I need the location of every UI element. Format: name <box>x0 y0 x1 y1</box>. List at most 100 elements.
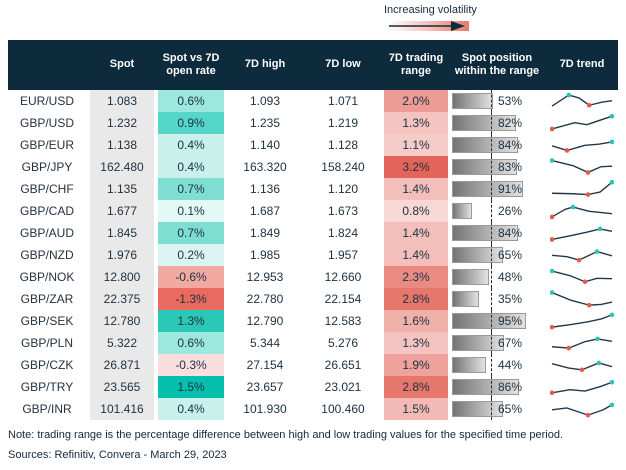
midpoint-dashed-line <box>491 288 492 310</box>
position-bar <box>452 335 504 351</box>
7d-low-value: 23.021 <box>324 380 362 394</box>
midpoint-dashed-line <box>491 310 492 332</box>
increasing-volatility-arrow-icon <box>387 19 473 31</box>
7d-low-value: 1.957 <box>327 248 359 262</box>
position-percent-label: 82% <box>498 116 523 130</box>
currency-pair-label: GBP/SEK <box>20 314 74 328</box>
position-percent-label: 48% <box>498 270 523 284</box>
currency-pair-label: GBP/PLN <box>20 336 74 350</box>
trading-range-cell: 1.5% <box>384 398 448 420</box>
spot-position-cell: 84% <box>452 222 542 244</box>
table-row: GBP/ZAR 22.375 -1.3% 22.780 22.154 2.8% … <box>8 288 618 310</box>
position-bar <box>452 269 489 285</box>
position-percent-label: 67% <box>498 336 523 350</box>
7d-low-value: 12.660 <box>324 270 362 284</box>
currency-pair-label: EUR/USD <box>19 94 74 108</box>
table-row: GBP/TRY 23.565 1.5% 23.657 23.021 2.8% 8… <box>8 376 618 398</box>
trend-sparkline <box>546 376 618 398</box>
7d-high-value: 1.136 <box>249 182 281 196</box>
position-percent-label: 53% <box>498 94 523 108</box>
spot-position-cell: 35% <box>452 288 542 310</box>
trend-sparkline <box>546 178 618 200</box>
spot-value: 1.677 <box>90 200 154 222</box>
currency-pair-label: GBP/NZD <box>20 248 74 262</box>
position-bar <box>452 159 517 175</box>
sources-line: Sources: Refinitiv, Convera - March 29, … <box>8 449 227 461</box>
table-row: GBP/JPY 162.480 0.4% 163.320 158.240 3.2… <box>8 156 618 178</box>
midpoint-dashed-line <box>491 112 492 134</box>
position-bar <box>452 181 523 197</box>
position-bar <box>452 313 526 329</box>
currency-pair-label: GBP/NOK <box>19 270 75 284</box>
header-7d-trading-range: 7D trading range <box>388 51 444 77</box>
spot-vs-open-cell: 0.6% <box>158 332 224 354</box>
spot-vs-open-cell: 0.1% <box>158 200 224 222</box>
spot-vs-open-cell: 0.4% <box>158 134 224 156</box>
position-percent-label: 83% <box>498 160 523 174</box>
position-percent-label: 84% <box>498 138 523 152</box>
spot-value: 23.565 <box>90 376 154 398</box>
midpoint-dashed-line <box>491 398 492 420</box>
currency-pair-label: GBP/EUR <box>19 138 74 152</box>
trading-range-cell: 1.3% <box>384 332 448 354</box>
spot-position-cell: 44% <box>452 354 542 376</box>
currency-pair-label: GBP/ZAR <box>20 292 74 306</box>
spot-position-cell: 82% <box>452 112 542 134</box>
table-row: GBP/CHF 1.135 0.7% 1.136 1.120 1.4% 91% <box>8 178 618 200</box>
position-percent-label: 86% <box>498 380 523 394</box>
7d-high-value: 5.344 <box>249 336 281 350</box>
spot-vs-open-cell: 1.5% <box>158 376 224 398</box>
trading-range-cell: 2.0% <box>384 90 448 112</box>
currency-pair-label: GBP/USD <box>19 116 74 130</box>
currency-pair-label: GBP/CAD <box>19 204 74 218</box>
trend-sparkline <box>546 244 618 266</box>
position-bar <box>452 137 518 153</box>
currency-pair-label: GBP/AUD <box>19 226 74 240</box>
trading-range-cell: 1.1% <box>384 134 448 156</box>
position-bar <box>452 379 519 395</box>
trading-range-cell: 1.4% <box>384 178 448 200</box>
position-percent-label: 65% <box>498 402 523 416</box>
header-7d-low: 7D low <box>325 58 361 71</box>
trading-range-cell: 2.8% <box>384 288 448 310</box>
spot-vs-open-cell: 0.4% <box>158 398 224 420</box>
midpoint-dashed-line <box>491 134 492 156</box>
7d-high-value: 1.140 <box>249 138 281 152</box>
spot-value: 12.800 <box>90 266 154 288</box>
spot-position-cell: 65% <box>452 398 542 420</box>
trend-sparkline <box>546 266 618 288</box>
footnote: Note: trading range is the percentage di… <box>8 429 564 441</box>
7d-low-value: 100.460 <box>321 402 365 416</box>
spot-value: 1.135 <box>90 178 154 200</box>
spot-value: 1.138 <box>90 134 154 156</box>
midpoint-dashed-line <box>491 244 492 266</box>
7d-high-value: 23.657 <box>246 380 284 394</box>
7d-high-value: 1.093 <box>249 94 281 108</box>
currency-pair-label: GBP/CHF <box>20 182 74 196</box>
spot-position-cell: 83% <box>452 156 542 178</box>
7d-high-value: 1.235 <box>249 116 281 130</box>
midpoint-dashed-line <box>491 222 492 244</box>
header-spot-position: Spot position within the range <box>454 51 540 77</box>
spot-vs-open-cell: -0.6% <box>158 266 224 288</box>
midpoint-dashed-line <box>491 354 492 376</box>
spot-position-cell: 86% <box>452 376 542 398</box>
table-row: GBP/CZK 26.871 -0.3% 27.154 26.651 1.9% … <box>8 354 618 376</box>
trend-sparkline <box>546 354 618 376</box>
spot-position-cell: 53% <box>452 90 542 112</box>
spot-position-cell: 91% <box>452 178 542 200</box>
7d-low-value: 12.583 <box>324 314 362 328</box>
spot-vs-open-cell: 0.2% <box>158 244 224 266</box>
trading-range-cell: 3.2% <box>384 156 448 178</box>
trend-sparkline <box>546 310 618 332</box>
spot-position-cell: 65% <box>452 244 542 266</box>
table-row: GBP/NOK 12.800 -0.6% 12.953 12.660 2.3% … <box>8 266 618 288</box>
position-percent-label: 91% <box>498 182 523 196</box>
trading-range-cell: 1.6% <box>384 310 448 332</box>
spot-vs-open-cell: -0.3% <box>158 354 224 376</box>
trend-sparkline <box>546 200 618 222</box>
table-row: GBP/PLN 5.322 0.6% 5.344 5.276 1.3% 67% <box>8 332 618 354</box>
spot-vs-open-cell: 0.7% <box>158 178 224 200</box>
header-7d-high: 7D high <box>244 58 286 71</box>
spot-value: 1.083 <box>90 90 154 112</box>
